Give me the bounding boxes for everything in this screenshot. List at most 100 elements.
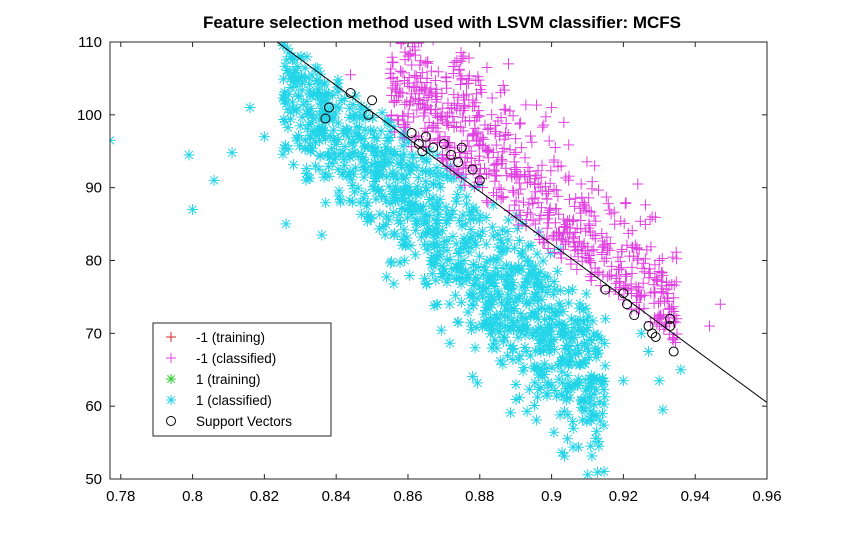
class1-point xyxy=(358,172,369,183)
x-tick-label: 0.78 xyxy=(106,488,135,505)
class1-point xyxy=(556,366,567,377)
class1-point xyxy=(539,358,550,369)
y-tick-label: 70 xyxy=(85,325,102,342)
class1-point xyxy=(503,215,514,226)
class1-point xyxy=(405,206,416,217)
class1-point xyxy=(470,342,481,353)
class1-point xyxy=(498,246,509,257)
class1-point xyxy=(514,392,525,403)
class1-point xyxy=(339,160,350,171)
class1-point xyxy=(360,188,371,199)
class1-point xyxy=(432,204,443,215)
class1-point xyxy=(428,239,439,250)
class1-point xyxy=(522,406,533,417)
legend-label: Support Vectors xyxy=(196,414,292,429)
x-tick-label: 0.96 xyxy=(752,488,781,505)
class1-point xyxy=(280,218,291,229)
class1-point xyxy=(509,243,520,254)
class1-point xyxy=(618,375,629,386)
class1-point xyxy=(600,360,611,371)
class1-point xyxy=(435,194,446,205)
class1-point xyxy=(567,284,578,295)
class1-point xyxy=(582,342,593,353)
class1-point xyxy=(490,269,501,280)
class1-point xyxy=(586,415,597,426)
class1-point xyxy=(447,231,458,242)
class1-point xyxy=(460,218,471,229)
class1-point xyxy=(431,299,442,310)
class1-point xyxy=(485,328,496,339)
class1-point xyxy=(444,212,455,223)
class1-point xyxy=(283,122,294,133)
class1-point xyxy=(413,172,424,183)
class1-point xyxy=(600,313,611,324)
class1-point xyxy=(593,441,604,452)
class1-point xyxy=(369,176,380,187)
class1-point xyxy=(374,185,385,196)
class1-point xyxy=(557,447,568,458)
class1-point xyxy=(510,379,521,390)
class1-point xyxy=(380,157,391,168)
class1-point xyxy=(574,303,585,314)
class1-point xyxy=(538,255,549,266)
class1-point xyxy=(303,119,314,130)
class1-point xyxy=(410,225,421,236)
class1-point xyxy=(589,372,600,383)
class1-point xyxy=(478,282,489,293)
class1-point xyxy=(428,203,439,214)
y-tick-label: 80 xyxy=(85,253,102,270)
class1-point xyxy=(444,270,455,281)
class1-point xyxy=(297,78,308,89)
class1-point xyxy=(187,204,198,215)
class1-point xyxy=(456,297,467,308)
class1-point xyxy=(333,190,344,201)
class1-point xyxy=(587,315,598,326)
class1-point xyxy=(461,275,472,286)
class1-point xyxy=(552,266,563,277)
class1-point xyxy=(339,141,350,152)
class1-point xyxy=(599,376,610,387)
class1-point xyxy=(474,215,485,226)
class1-point xyxy=(320,168,331,179)
class1-point xyxy=(595,415,606,426)
chart-title: Feature selection method used with LSVM … xyxy=(203,13,681,32)
class1-point xyxy=(362,197,373,208)
class1-point xyxy=(389,149,400,160)
class1-point xyxy=(498,336,509,347)
class1-point xyxy=(574,377,585,388)
class1-point xyxy=(484,320,495,331)
class1-point xyxy=(599,466,610,477)
class1-point xyxy=(529,400,540,411)
class1-point xyxy=(400,239,411,250)
class1-point xyxy=(535,382,546,393)
class1-point xyxy=(466,324,477,335)
class1-point xyxy=(472,293,483,304)
x-tick-label: 0.82 xyxy=(250,488,279,505)
class1-point xyxy=(564,341,575,352)
class1-point xyxy=(643,346,654,357)
class1-point xyxy=(442,245,453,256)
class1-point xyxy=(533,314,544,325)
class1-point xyxy=(382,135,393,146)
class1-point xyxy=(430,275,441,286)
y-tick-label: 100 xyxy=(77,107,102,124)
class1-point xyxy=(532,248,543,259)
class1-point xyxy=(367,142,378,153)
class1-point xyxy=(395,218,406,229)
class1-point xyxy=(524,384,535,395)
class1-point xyxy=(491,254,502,265)
class1-point xyxy=(544,322,555,333)
class1-point xyxy=(434,178,445,189)
legend-marker xyxy=(166,395,176,405)
class1-point xyxy=(507,354,518,365)
class1-point xyxy=(453,316,464,327)
class1-point xyxy=(315,124,326,135)
class1-point xyxy=(388,168,399,179)
class1-point xyxy=(411,189,422,200)
class1-point xyxy=(381,271,392,282)
class1-point xyxy=(563,298,574,309)
class1-point xyxy=(520,314,531,325)
class1-point xyxy=(326,143,337,154)
class1-point xyxy=(489,334,500,345)
